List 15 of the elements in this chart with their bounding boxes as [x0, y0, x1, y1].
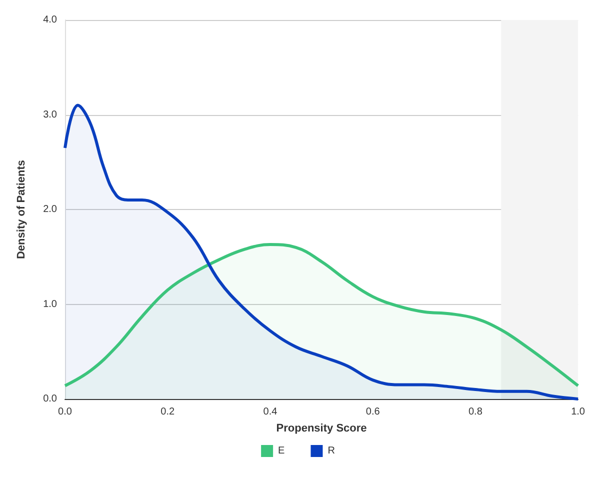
x-tick-label: 0.2 — [160, 406, 175, 418]
y-tick-label: 2.0 — [43, 204, 58, 215]
y-tick-label: 3.0 — [43, 109, 58, 120]
y-tick-label: 0.0 — [43, 394, 58, 404]
y-tick-label: 4.0 — [43, 14, 58, 26]
x-tick-label: 0.0 — [58, 406, 72, 418]
x-axis-title: Propensity Score — [276, 422, 367, 434]
x-tick-label: 1.0 — [571, 406, 586, 418]
x-tick-label: 0.6 — [366, 406, 380, 418]
y-tick-label: 1.0 — [43, 298, 58, 310]
x-tick-label: 0.8 — [468, 406, 483, 418]
y-axis-title: Density of Patients — [16, 160, 28, 260]
x-tick-label: 0.4 — [263, 406, 278, 418]
legend-label: R — [328, 446, 335, 456]
legend-label: E — [278, 446, 286, 456]
